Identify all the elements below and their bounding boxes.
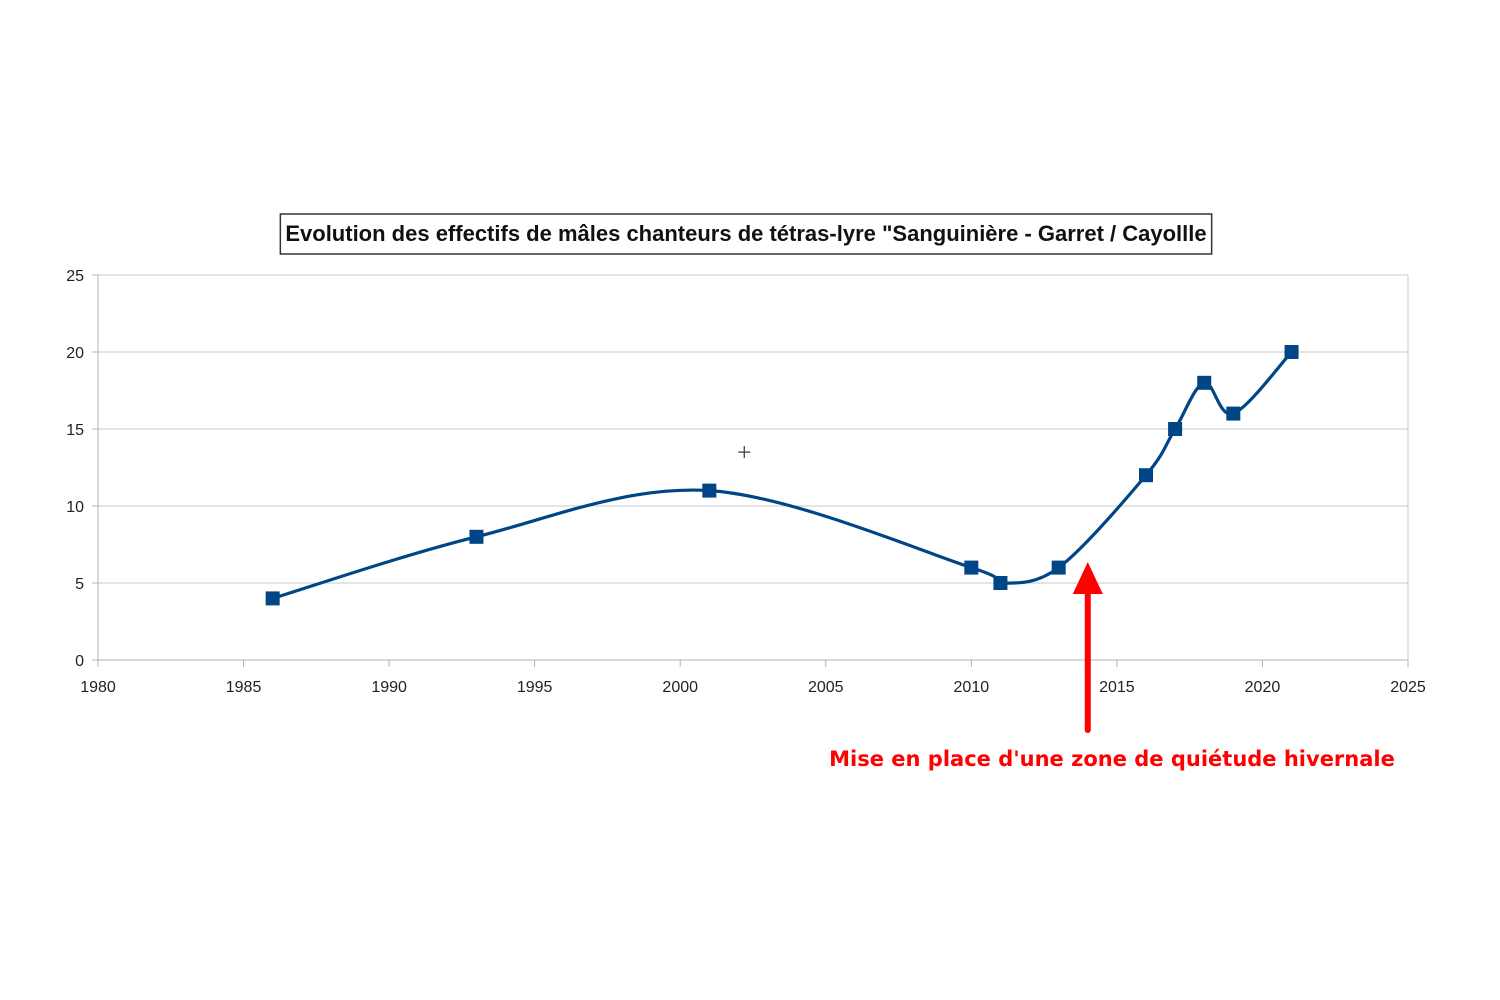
y-tick-label: 25 xyxy=(66,268,84,285)
x-tick-label: 2000 xyxy=(662,679,698,696)
data-point-marker xyxy=(964,560,979,575)
chart-title-box xyxy=(279,213,1213,255)
y-tick-label: 0 xyxy=(75,653,84,670)
series xyxy=(265,345,1299,606)
x-tick-label: 2015 xyxy=(1099,679,1135,696)
chart-title-text: Evolution des effectifs de mâles chanteu… xyxy=(285,221,1206,246)
annotation: Mise en place d'une zone de quiétude hiv… xyxy=(829,562,1395,771)
annotation-arrowhead xyxy=(1072,562,1103,594)
x-tick-label: 2020 xyxy=(1245,679,1281,696)
data-point-marker xyxy=(1284,345,1299,359)
x-tick-label: 1995 xyxy=(517,679,553,696)
gridlines xyxy=(98,274,1408,584)
data-point-marker xyxy=(1139,468,1153,483)
plus-mark xyxy=(738,446,751,459)
data-point-marker xyxy=(265,591,280,606)
data-point-marker xyxy=(1168,422,1183,436)
axes xyxy=(92,274,1409,667)
annotation-text: Mise en place d'une zone de quiétude hiv… xyxy=(829,747,1395,771)
x-tick-label: 2010 xyxy=(954,679,990,696)
chart-title: Evolution des effectifs de mâles chanteu… xyxy=(279,213,1213,255)
data-point-marker xyxy=(702,483,717,498)
data-point-marker xyxy=(1051,560,1066,575)
x-tick-label: 2005 xyxy=(808,679,844,696)
x-tick-label: 1980 xyxy=(80,679,116,696)
series-line xyxy=(272,350,1293,600)
x-tick-label: 1990 xyxy=(371,679,407,696)
x-tick-label: 2025 xyxy=(1390,679,1426,696)
y-tick-label: 20 xyxy=(66,345,84,362)
y-tick-label: 5 xyxy=(75,576,84,593)
data-point-marker xyxy=(993,576,1008,590)
data-point-marker xyxy=(1226,406,1241,421)
y-tick-label: 15 xyxy=(66,422,84,439)
y-tick-label: 10 xyxy=(66,499,84,516)
data-point-marker xyxy=(1197,375,1212,390)
data-point-marker xyxy=(469,529,484,544)
x-tick-label: 1985 xyxy=(226,679,262,696)
